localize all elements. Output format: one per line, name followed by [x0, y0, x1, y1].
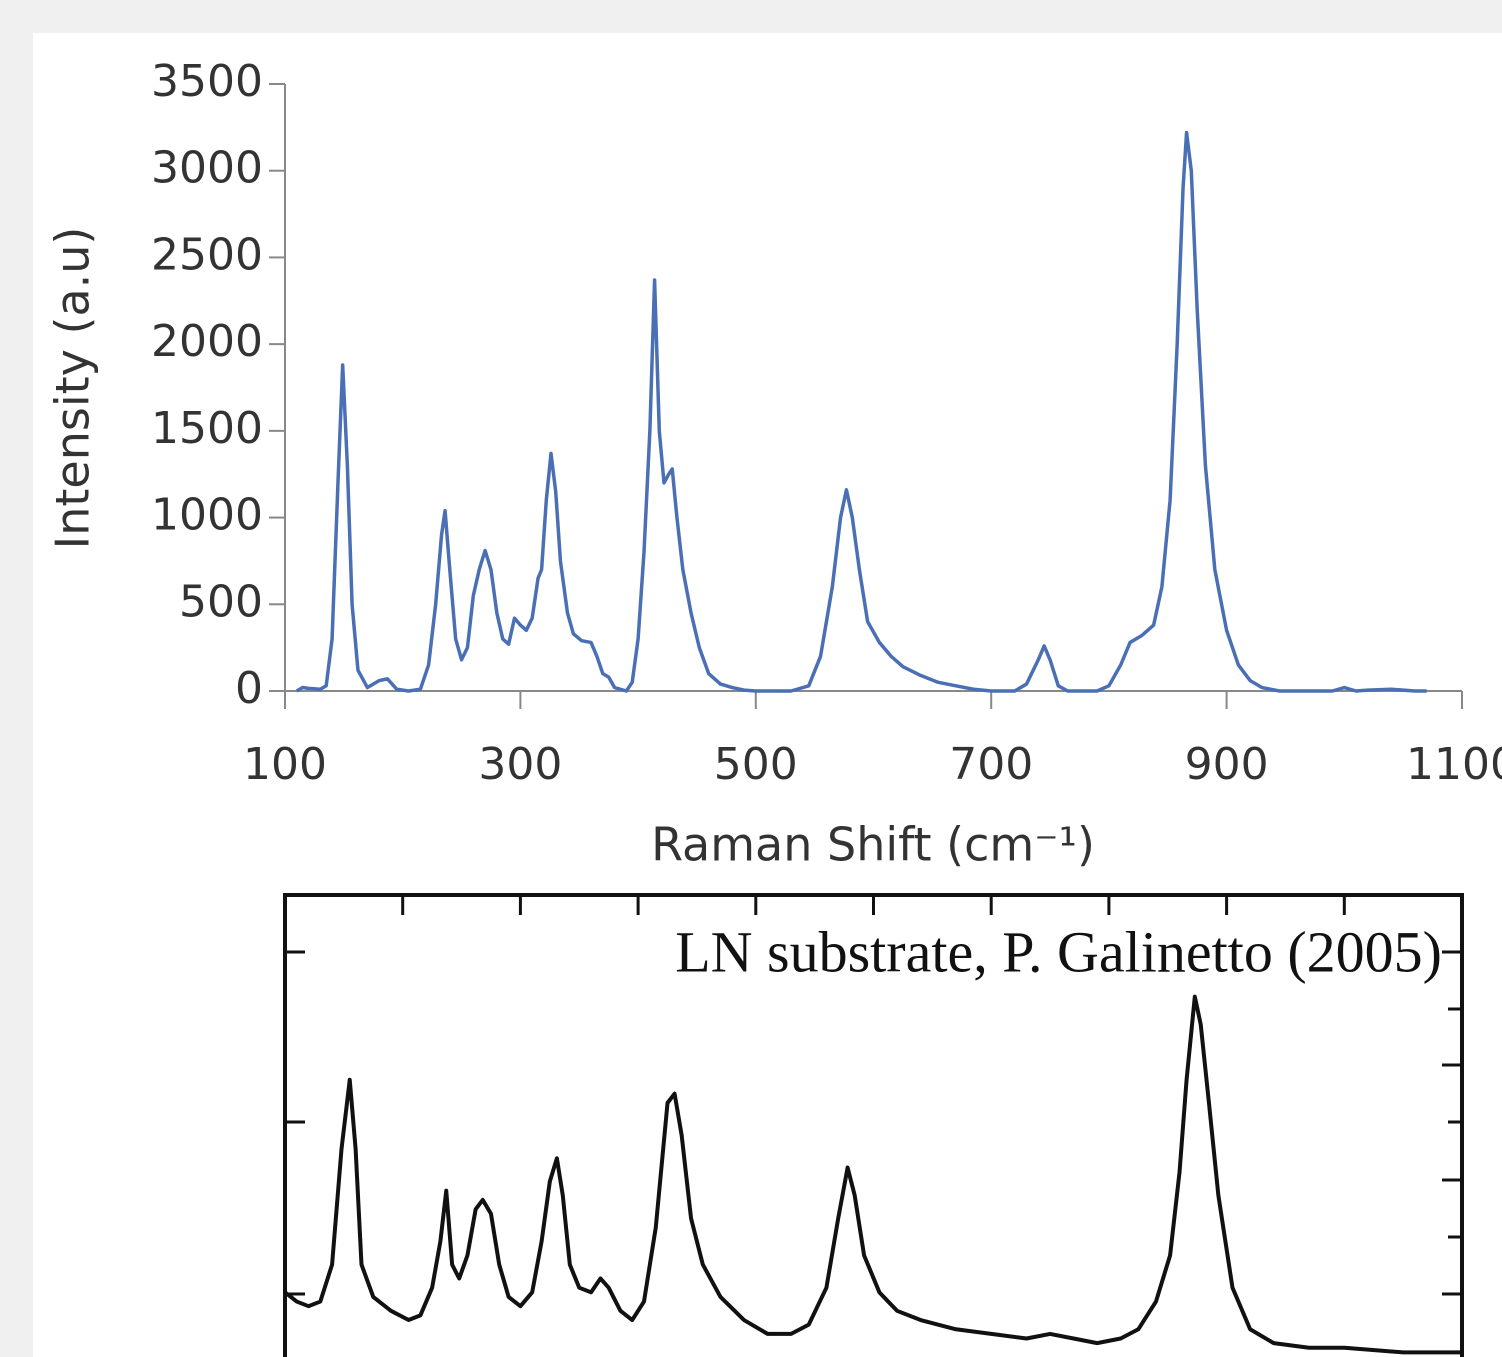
panel	[33, 33, 1502, 1357]
x-tick-label: 500	[714, 739, 798, 790]
x-tick-label: 1100	[1406, 739, 1502, 790]
y-axis-title: Intensity (a.u)	[46, 227, 100, 550]
series-line	[295, 130, 1427, 693]
y-tick-label: 3500	[151, 56, 263, 107]
y-tick-label: 1500	[151, 403, 263, 454]
y-tick-label: 2000	[151, 316, 263, 367]
y-tick-label: 500	[179, 576, 263, 627]
y-tick-label: 1000	[151, 490, 263, 541]
reference-title: LN substrate, P. Galinetto (2005)	[675, 919, 1442, 984]
x-axis-title: Raman Shift (cm⁻¹)	[651, 818, 1095, 872]
x-tick-label: 100	[243, 739, 327, 790]
x-tick-label: 300	[478, 739, 562, 790]
frame-ticks	[285, 950, 1462, 1296]
y-tick-label: 3000	[151, 143, 263, 194]
x-tick-label: 900	[1185, 739, 1269, 790]
x-tick-label: 700	[949, 739, 1033, 790]
series-line	[283, 994, 1462, 1355]
y-tick-label: 0	[235, 663, 263, 714]
y-tick-label: 2500	[151, 229, 263, 280]
